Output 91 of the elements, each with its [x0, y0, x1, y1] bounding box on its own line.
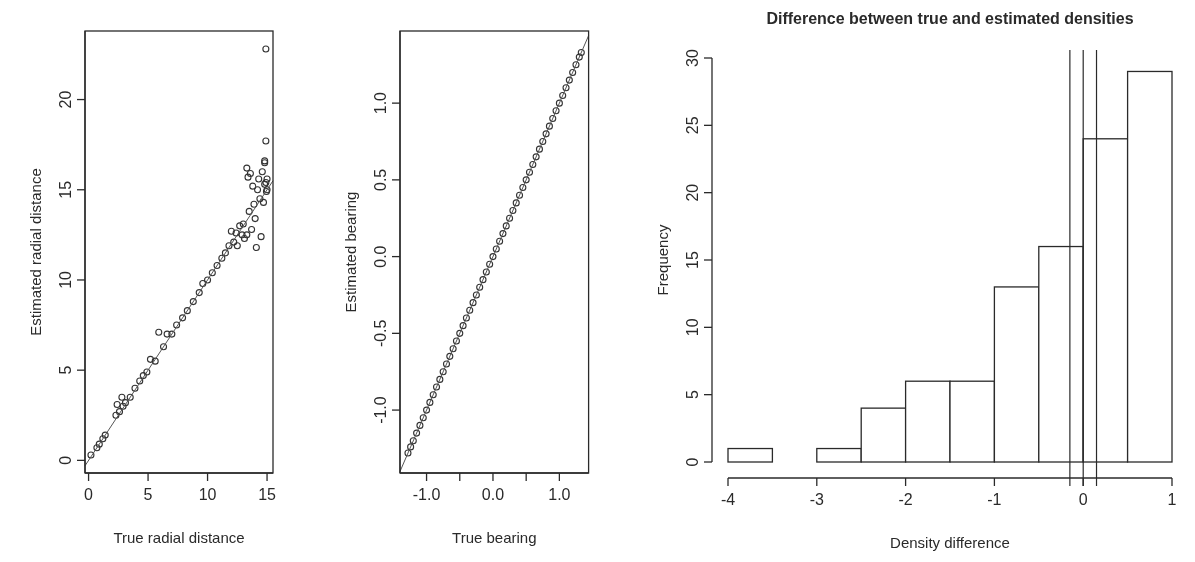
point [506, 214, 514, 222]
x-tick-label: -1 [987, 491, 1002, 508]
x-tick-label: 15 [258, 486, 277, 503]
y-tick-label: 0.5 [372, 168, 389, 191]
point [456, 329, 464, 337]
x-tick-label: 1 [1167, 491, 1177, 508]
point [429, 391, 437, 399]
x-tick-label: -1.0 [412, 486, 441, 503]
x-tick-label: 0 [1078, 491, 1088, 508]
x-axis-title: Density difference [890, 534, 1010, 551]
y-tick-label: 5 [684, 390, 701, 400]
y-tick-label: 0 [57, 455, 74, 465]
y-tick-label: 10 [684, 318, 701, 337]
point [452, 337, 460, 345]
point [479, 276, 487, 284]
x-tick-label: 0 [84, 486, 94, 503]
point [442, 360, 451, 368]
point [419, 414, 427, 422]
point [562, 84, 570, 92]
y-axis-title: Frequency [654, 224, 671, 296]
chart-title: Difference between true and estimated densities [766, 10, 1134, 27]
point [489, 253, 497, 261]
point [535, 145, 544, 153]
point [525, 168, 534, 176]
point [436, 375, 444, 383]
point [462, 314, 470, 322]
point [559, 91, 567, 100]
point [459, 322, 467, 330]
point [432, 383, 441, 391]
point [469, 299, 477, 307]
point [499, 230, 507, 238]
y-tick-label: -1.0 [372, 396, 389, 424]
point [416, 421, 424, 429]
y-tick-label: 20 [57, 90, 74, 109]
y-tick-label: -0.5 [372, 319, 389, 348]
point [486, 260, 494, 268]
y-axis-title: Estimated radial distance [27, 168, 44, 336]
point [509, 207, 517, 215]
x-tick-label: 5 [143, 486, 153, 503]
x-axis-title: True radial distance [113, 529, 245, 546]
y-tick-label: 15 [57, 180, 74, 199]
point [407, 443, 415, 451]
point [515, 191, 524, 199]
point [404, 449, 412, 457]
x-tick-label: 1.0 [548, 486, 571, 503]
y-tick-label: 0.0 [372, 245, 389, 268]
point [413, 429, 421, 437]
point [502, 222, 510, 230]
point [466, 306, 474, 314]
x-tick-label: 10 [198, 486, 217, 503]
point [512, 199, 520, 207]
point [496, 237, 504, 245]
x-tick-label: 0.0 [481, 486, 505, 503]
y-tick-label: 20 [684, 183, 701, 202]
point [545, 122, 553, 130]
point [472, 291, 480, 299]
point [539, 137, 547, 146]
point [476, 283, 484, 291]
point [577, 48, 585, 57]
point [572, 61, 580, 69]
point [423, 406, 431, 414]
point [549, 114, 557, 123]
y-tick-label: 1.0 [372, 91, 389, 115]
y-tick-label: 0 [684, 457, 701, 467]
x-tick-label: -4 [720, 491, 736, 508]
point [532, 153, 540, 161]
point [439, 368, 447, 376]
point [529, 160, 537, 169]
point [522, 176, 530, 184]
y-tick-label: 30 [684, 49, 701, 67]
point [492, 245, 500, 253]
point [482, 268, 490, 276]
point [575, 53, 583, 61]
y-tick-label: 10 [57, 270, 74, 289]
point [519, 183, 527, 192]
y-tick-label: 5 [57, 365, 74, 375]
point [426, 398, 434, 406]
point [565, 76, 573, 84]
y-tick-label: 25 [684, 116, 701, 135]
point [542, 130, 550, 138]
point [569, 68, 577, 76]
point [446, 352, 454, 360]
x-tick-label: -2 [898, 491, 913, 508]
point [552, 107, 560, 115]
point [409, 437, 417, 445]
point [555, 99, 563, 107]
x-tick-label: -3 [809, 491, 825, 508]
y-axis-title: Estimated bearing [342, 191, 359, 313]
y-tick-label: 15 [684, 251, 701, 269]
point [449, 345, 457, 353]
x-axis-title: True bearing [452, 529, 537, 546]
